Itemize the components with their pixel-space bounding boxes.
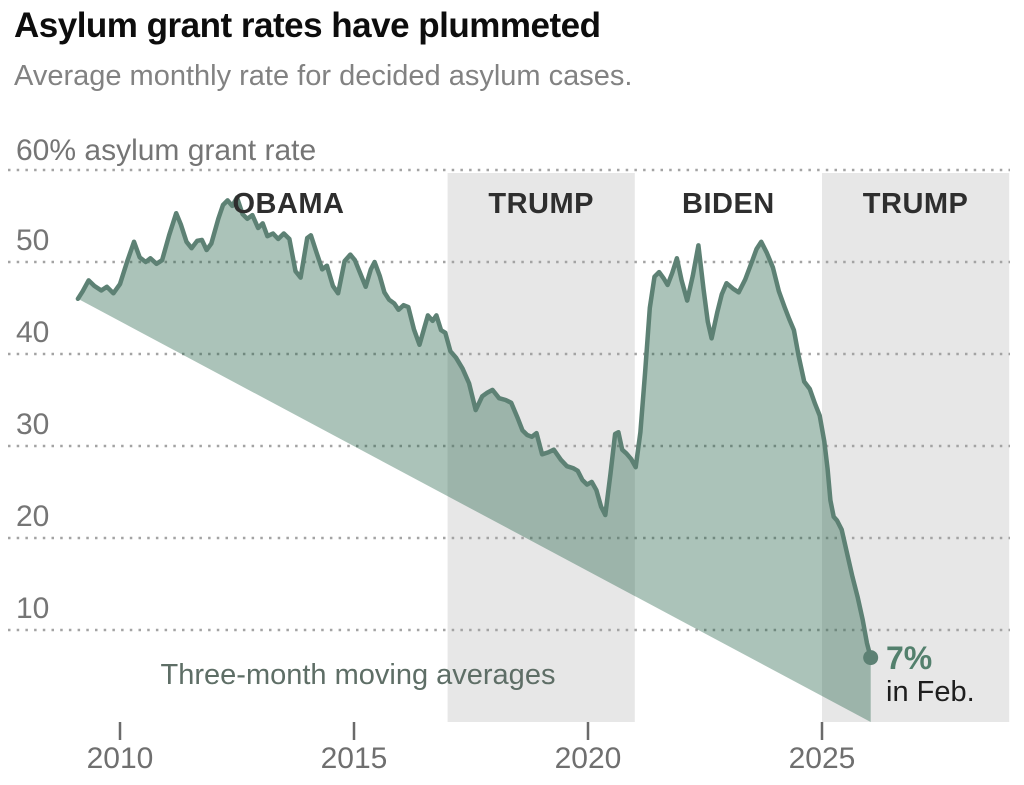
end-value-label: 7%	[886, 640, 933, 676]
x-tick-label: 2020	[554, 742, 622, 775]
y-axis-top-label: 60% asylum grant rate	[16, 134, 317, 167]
y-tick-label: 30	[16, 408, 50, 441]
y-tick-label: 10	[16, 592, 50, 625]
x-tick-label: 2025	[788, 742, 856, 775]
x-tick-label: 2010	[86, 742, 154, 775]
era-label: TRUMP	[862, 188, 969, 220]
method-note: Three-month moving averages	[160, 659, 556, 691]
area-fill	[77, 197, 871, 723]
y-tick-label: 40	[16, 316, 50, 349]
era-label: BIDEN	[682, 188, 775, 220]
chart-title: Asylum grant rates have plummeted	[14, 6, 601, 45]
era-label: OBAMA	[232, 188, 345, 220]
end-value-sub: in Feb.	[886, 676, 975, 708]
era-label: TRUMP	[488, 188, 594, 220]
x-tick-label: 2015	[320, 742, 388, 775]
chart-subtitle: Average monthly rate for decided asylum …	[14, 60, 633, 92]
y-tick-label: 20	[16, 500, 50, 533]
end-point-dot	[863, 650, 879, 666]
trend-line	[75, 195, 873, 660]
y-tick-label: 50	[16, 224, 50, 257]
